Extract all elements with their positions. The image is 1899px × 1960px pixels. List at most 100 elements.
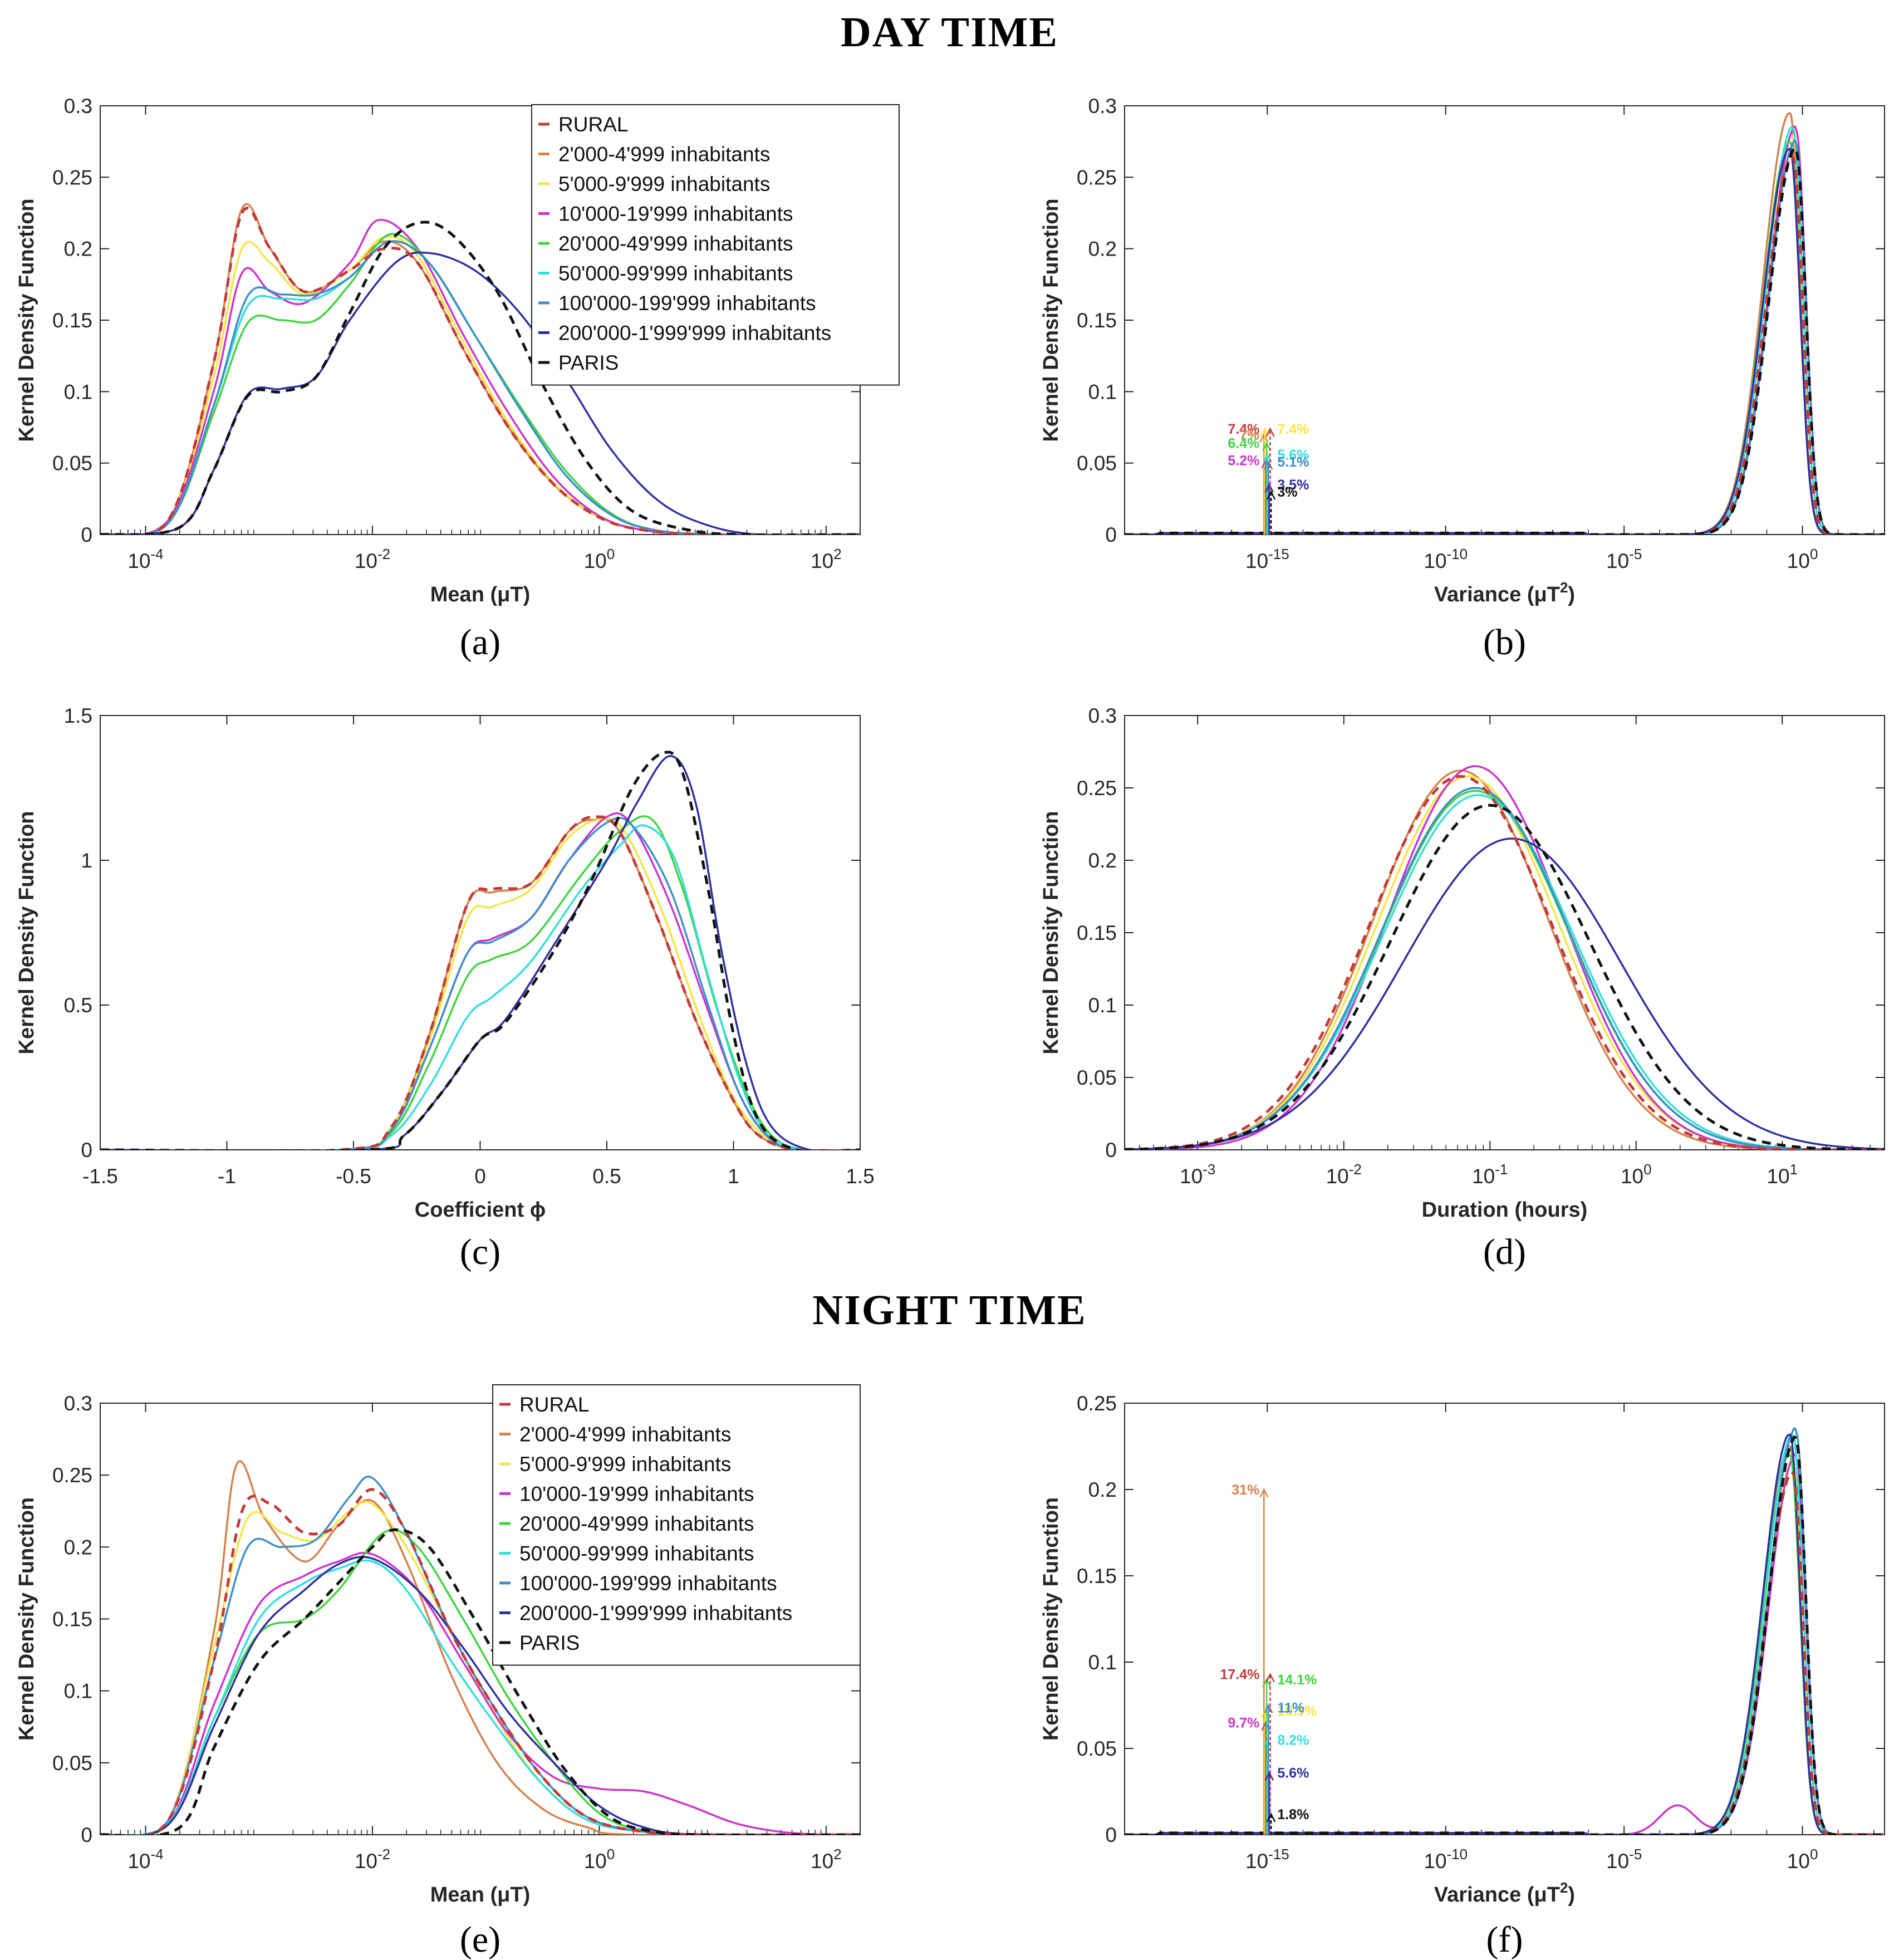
y-tick-label: 0.1 — [64, 380, 92, 403]
series-line-rural — [100, 1488, 860, 1835]
series-line-paris — [1125, 146, 1885, 535]
spike-head-p100k — [1264, 460, 1273, 470]
y-axis-label: Kernel Density Function — [15, 1497, 38, 1741]
series-line-p20k — [100, 815, 860, 1150]
series-line-p200k — [1125, 837, 1885, 1150]
spike-annotations: 31% 17.4% 14.1% 10.9%11% 9.7% 8.2% 5.6% 1.8% — [1220, 1482, 1317, 1822]
y-tick-label: 0 — [1105, 523, 1117, 546]
chart-panel-f: 10-15 10-10 10-5 100 0 0.05 0.1 0.15 0.2 0.25 Vari… — [1039, 1392, 1885, 1960]
annotation-p20k: 6.4% — [1228, 436, 1259, 452]
day-time-title: DAY TIME — [840, 9, 1059, 56]
series-line-paris — [1125, 1435, 1885, 1835]
panel-label: (e) — [460, 1919, 500, 1960]
annotation-p5k: 10.9% — [1277, 1703, 1317, 1719]
series-line-p5k — [100, 817, 860, 1150]
x-tick-label: 100 — [584, 1846, 615, 1873]
annotation-p200k: 3.5% — [1277, 477, 1309, 493]
spike-head-p2k — [1259, 433, 1269, 443]
y-tick-label: 0.2 — [64, 1536, 92, 1559]
series-line-p2k — [1125, 112, 1885, 535]
x-tick-label: 10-4 — [127, 1846, 163, 1873]
panel-label: (b) — [1483, 622, 1526, 663]
legend-entry-paris: PARIS — [519, 1631, 580, 1654]
spike-arrows — [1259, 1488, 1276, 1835]
y-tick-label: 0.15 — [52, 1608, 92, 1631]
x-axis-label: Mean (μT) — [430, 1883, 530, 1907]
y-tick-label: 0.15 — [1077, 1565, 1117, 1587]
series-line-p2k — [100, 1460, 860, 1835]
y-axis-label: Kernel Density Function — [15, 811, 38, 1054]
y-tick-label: 0.15 — [1077, 309, 1117, 332]
x-tick-label: 10-15 — [1245, 546, 1289, 572]
x-tick-label: 10-2 — [1326, 1161, 1362, 1188]
legend-entry-p200k: 200'000-1'999'999 inhabitants — [558, 322, 831, 345]
legend-entry-rural: RURAL — [519, 1393, 589, 1416]
series-line-p50k — [1125, 126, 1885, 535]
legend-entry-p10k: 10'000-19'999 inhabitants — [558, 203, 793, 226]
annotation-rural: 17.4% — [1220, 1667, 1259, 1683]
y-tick-label: 0.1 — [1088, 1651, 1117, 1674]
series-line-p200k — [100, 1556, 860, 1835]
plot-frame — [1124, 105, 1885, 535]
series-lines — [100, 203, 860, 535]
legend: RURAL 2'000-4'999 inhabitants 5'000-9'999 … — [492, 1384, 861, 1666]
chart-panel-d: 10-3 10-2 10-1 100 101 0 0.05 0.1 0.15 0.2 0.25 0.3… — [1039, 704, 1885, 1272]
spike-head-paris — [1267, 1812, 1276, 1822]
series-line-paris — [100, 220, 860, 535]
y-tick-label: 0.1 — [1088, 380, 1117, 403]
series-line-rural — [1125, 775, 1885, 1150]
chart-panel-a: 10-4 10-2 100 102 0 0.05 0.1 0.15 0.2 0.25 0.3 Mean… — [15, 95, 900, 663]
legend-entry-rural: RURAL — [558, 113, 628, 136]
y-tick-label: 0.2 — [1088, 238, 1117, 261]
y-tick-label: 0 — [1105, 1139, 1117, 1162]
series-line-p20k — [1125, 1454, 1885, 1835]
x-tick-label: 10-10 — [1424, 546, 1468, 572]
y-tick-label: 0.2 — [1088, 1478, 1117, 1501]
series-line-rural — [100, 207, 860, 535]
spike-head-p200k — [1264, 1771, 1274, 1781]
x-tick-label: 10-2 — [355, 546, 390, 572]
spike-head-p2k — [1259, 1488, 1269, 1498]
y-tick-label: 0.3 — [1088, 95, 1117, 117]
series-lines — [100, 751, 860, 1150]
legend-entry-p20k: 20'000-49'999 inhabitants — [519, 1512, 754, 1535]
legend-entry-p200k: 200'000-1'999'999 inhabitants — [519, 1602, 792, 1625]
x-axis-label: Mean (μT) — [430, 583, 530, 606]
x-tick-label: 0.5 — [592, 1165, 621, 1188]
series-line-p10k — [1125, 765, 1885, 1150]
y-tick-label: 0 — [81, 1139, 92, 1162]
x-tick-label: 100 — [1621, 1161, 1652, 1188]
x-tick-label: 101 — [1766, 1161, 1798, 1188]
series-line-p2k — [100, 818, 860, 1150]
y-axis-label: Kernel Density Function — [1039, 811, 1063, 1054]
spike-head-p200k — [1264, 483, 1274, 493]
x-tick-label: 10-3 — [1180, 1161, 1215, 1188]
y-tick-label: 0.05 — [1077, 1066, 1117, 1089]
y-tick-label: 0.25 — [52, 1464, 92, 1487]
y-axis-label: Kernel Density Function — [1039, 1497, 1063, 1741]
spike-head-p20k — [1262, 441, 1272, 452]
y-tick-label: 0 — [1105, 1824, 1117, 1846]
spike-head-p5k — [1260, 1709, 1270, 1719]
night-time-title: NIGHT TIME — [812, 1287, 1087, 1334]
legend-entry-p20k: 20'000-49'999 inhabitants — [558, 232, 793, 255]
x-tick-label: 10-5 — [1606, 546, 1642, 572]
y-tick-label: 0.1 — [64, 1680, 92, 1703]
spike-head-rural — [1265, 427, 1275, 437]
x-tick-label: -0.5 — [336, 1165, 371, 1188]
legend-entry-p100k: 100'000-199'999 inhabitants — [519, 1572, 777, 1595]
series-line-p20k — [1125, 140, 1885, 535]
chart-panel-e: 10-4 10-2 100 102 0 0.05 0.1 0.15 0.2 0.25 0.3 Mean… — [15, 1384, 861, 1960]
annotation-p2k: 7% — [1239, 427, 1259, 443]
y-tick-label: 0.15 — [1077, 922, 1117, 944]
series-line-paris — [100, 751, 860, 1150]
y-tick-label: 0.05 — [52, 1752, 92, 1775]
series-lines — [1125, 765, 1885, 1150]
y-tick-label: 0.2 — [64, 238, 92, 261]
annotation-p50k: 5.6% — [1277, 447, 1309, 463]
panel-label: (a) — [460, 622, 500, 663]
panel-label: (c) — [460, 1232, 500, 1272]
legend-entry-p5k: 5'000-9'999 inhabitants — [558, 173, 770, 195]
x-tick-label: 102 — [811, 546, 842, 572]
x-axis-label: Duration (hours) — [1422, 1198, 1588, 1222]
